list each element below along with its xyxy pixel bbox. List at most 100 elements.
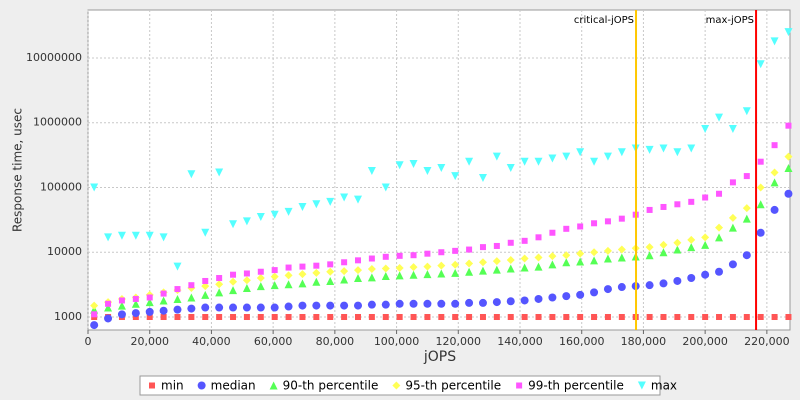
- point: [673, 245, 682, 254]
- point: [548, 252, 557, 261]
- point: [215, 168, 224, 177]
- point: [312, 200, 321, 209]
- point: [535, 314, 542, 321]
- point: [492, 298, 501, 307]
- point: [312, 277, 321, 286]
- point: [270, 210, 279, 219]
- point: [131, 231, 140, 240]
- point: [465, 157, 474, 166]
- point: [188, 314, 195, 321]
- point: [243, 270, 250, 277]
- point: [187, 293, 196, 302]
- x-tick-label: 0: [85, 335, 92, 348]
- point: [534, 157, 543, 166]
- legend-marker: [637, 381, 646, 390]
- legend-label: min: [161, 379, 184, 393]
- point: [341, 259, 348, 266]
- point: [756, 228, 765, 237]
- point: [118, 297, 125, 304]
- point: [479, 244, 486, 251]
- point: [715, 267, 724, 276]
- point: [229, 220, 238, 229]
- point: [117, 301, 126, 310]
- point: [673, 148, 682, 157]
- point: [520, 157, 529, 166]
- legend-label: max: [651, 379, 677, 393]
- point: [381, 271, 390, 280]
- point: [603, 285, 612, 294]
- point: [645, 251, 654, 260]
- point: [230, 271, 237, 278]
- point: [437, 269, 446, 278]
- point: [230, 314, 237, 321]
- point: [687, 235, 696, 244]
- point: [521, 237, 528, 244]
- point: [340, 193, 349, 202]
- point: [367, 273, 376, 282]
- point: [576, 148, 585, 157]
- point: [105, 300, 112, 307]
- point: [785, 314, 792, 321]
- point: [104, 314, 113, 323]
- point: [784, 152, 793, 161]
- point: [354, 195, 362, 204]
- point: [409, 270, 418, 279]
- point: [452, 314, 459, 321]
- point: [256, 282, 265, 291]
- point: [437, 163, 446, 172]
- point: [507, 239, 514, 246]
- point: [603, 246, 612, 255]
- point: [716, 190, 723, 197]
- point: [520, 263, 529, 272]
- legend-marker: [516, 382, 523, 389]
- point: [159, 233, 168, 242]
- point: [506, 297, 515, 306]
- point: [270, 272, 279, 281]
- point: [618, 215, 625, 222]
- point: [535, 234, 542, 241]
- point: [326, 267, 335, 276]
- point: [562, 152, 571, 161]
- point: [688, 198, 695, 205]
- point: [493, 242, 500, 249]
- point: [757, 314, 764, 321]
- point: [313, 314, 320, 321]
- point: [770, 205, 779, 214]
- point: [381, 300, 390, 309]
- point: [298, 202, 307, 211]
- point: [548, 293, 557, 302]
- point: [590, 157, 599, 166]
- point: [132, 295, 139, 302]
- marker-label: critical-jOPS: [574, 15, 634, 26]
- point: [451, 299, 460, 308]
- point: [742, 214, 751, 223]
- point: [229, 303, 238, 312]
- point: [492, 265, 501, 274]
- point: [215, 280, 224, 289]
- point: [160, 314, 167, 321]
- point: [478, 298, 487, 307]
- point: [562, 292, 571, 301]
- point: [452, 247, 459, 254]
- point: [242, 303, 251, 312]
- legend-marker: [392, 381, 401, 390]
- point: [617, 283, 626, 292]
- point: [188, 282, 195, 289]
- point: [577, 223, 584, 230]
- point: [770, 168, 779, 177]
- point: [466, 246, 473, 253]
- y-axis-label: Response time, usec: [11, 108, 25, 232]
- point: [506, 255, 515, 264]
- point: [174, 286, 181, 293]
- point: [576, 290, 585, 299]
- x-tick-label: 20,000: [130, 335, 169, 348]
- point: [216, 314, 223, 321]
- point: [576, 257, 585, 266]
- point: [243, 314, 250, 321]
- x-tick-label: 200,000: [682, 335, 728, 348]
- point: [659, 240, 668, 249]
- point: [590, 288, 599, 297]
- point: [534, 262, 543, 271]
- point: [298, 279, 307, 288]
